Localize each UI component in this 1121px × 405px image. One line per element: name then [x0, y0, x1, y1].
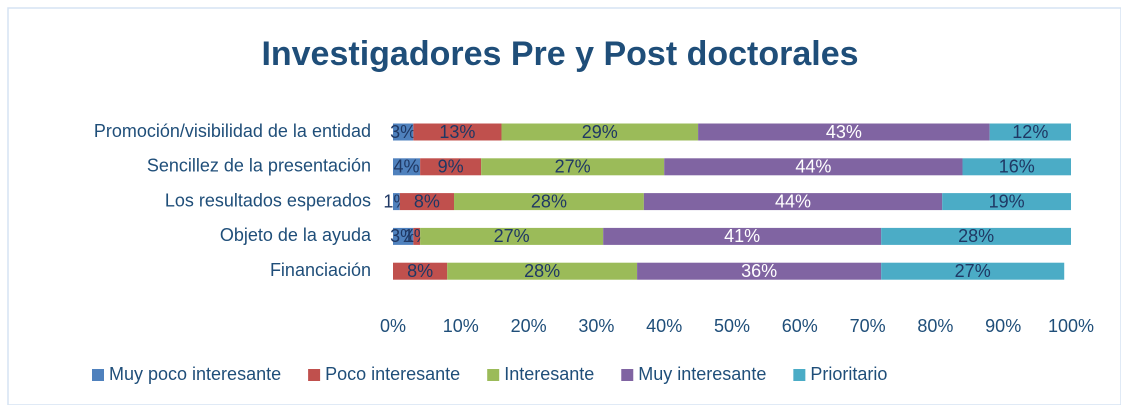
bar-segment — [664, 158, 963, 176]
x-tick-label: 100% — [1048, 316, 1094, 336]
legend-label: Poco interesante — [325, 364, 460, 384]
legend-label: Muy poco interesante — [109, 364, 281, 384]
x-tick-label: 70% — [850, 316, 886, 336]
x-tick-label: 0% — [380, 316, 406, 336]
bar-segment — [399, 193, 455, 211]
bar-segment — [603, 227, 882, 245]
bar-segment — [501, 123, 699, 141]
legend-swatch — [487, 369, 500, 381]
bar-segment — [393, 123, 414, 141]
data-label: 41% — [724, 226, 760, 246]
bar-segment — [393, 193, 400, 211]
bar-segment — [962, 158, 1071, 176]
y-tick-label: Financiación — [270, 260, 371, 280]
bar-segment — [989, 123, 1071, 141]
data-label: 28% — [958, 226, 994, 246]
bar-segment — [942, 193, 1071, 211]
data-label: 19% — [989, 191, 1025, 211]
bar-segment — [393, 262, 448, 280]
x-tick-label: 10% — [443, 316, 479, 336]
data-label: 3% — [390, 122, 416, 142]
bar-segment — [447, 262, 638, 280]
bar-segment — [420, 158, 482, 176]
data-label: 8% — [414, 191, 440, 211]
data-label: 44% — [775, 191, 811, 211]
x-tick-label: 20% — [511, 316, 547, 336]
x-tick-label: 60% — [782, 316, 818, 336]
bar-segment — [393, 227, 414, 245]
data-label: 36% — [741, 261, 777, 281]
data-label: 3% — [390, 226, 416, 246]
x-tick-label: 90% — [985, 316, 1021, 336]
data-label: 29% — [582, 122, 618, 142]
y-tick-label: Los resultados esperados — [165, 190, 371, 210]
bar-segment — [413, 123, 502, 141]
y-tick-label: Promoción/visibilidad de la entidad — [94, 121, 371, 141]
bar-segment — [881, 227, 1071, 245]
bar-segment — [413, 227, 421, 245]
legend-label: Prioritario — [810, 364, 887, 384]
bar-segment — [698, 123, 990, 141]
bar-segment — [481, 158, 665, 176]
bar-segment — [454, 193, 644, 211]
x-tick-label: 80% — [917, 316, 953, 336]
bar-segment — [637, 262, 882, 280]
data-label: 16% — [999, 157, 1035, 177]
legend-label: Muy interesante — [638, 364, 766, 384]
data-label: 28% — [531, 191, 567, 211]
data-label: 28% — [524, 261, 560, 281]
legend-label: Interesante — [504, 364, 594, 384]
legend-swatch — [92, 369, 104, 381]
data-label: 13% — [439, 122, 475, 142]
bar-segment — [393, 158, 421, 176]
y-tick-label: Sencillez de la presentación — [147, 156, 371, 176]
bar-segment — [643, 193, 943, 211]
data-label: 27% — [955, 261, 991, 281]
legend-swatch — [308, 369, 321, 381]
bar-segment — [420, 227, 604, 245]
data-label: 8% — [407, 261, 433, 281]
legend-swatch — [793, 369, 806, 381]
x-tick-label: 40% — [646, 316, 682, 336]
data-label: 9% — [438, 157, 464, 177]
data-label: 43% — [826, 122, 862, 142]
data-label: 27% — [555, 157, 591, 177]
bar-segment — [881, 262, 1065, 280]
data-label: 12% — [1012, 122, 1048, 142]
y-tick-label: Objeto de la ayuda — [220, 225, 372, 245]
x-tick-label: 30% — [578, 316, 614, 336]
data-label: 44% — [795, 157, 831, 177]
x-tick-label: 50% — [714, 316, 750, 336]
data-label: 27% — [494, 226, 530, 246]
chart-title: Investigadores Pre y Post doctorales — [261, 35, 858, 73]
legend-swatch — [621, 369, 634, 381]
data-label: 4% — [394, 157, 420, 177]
